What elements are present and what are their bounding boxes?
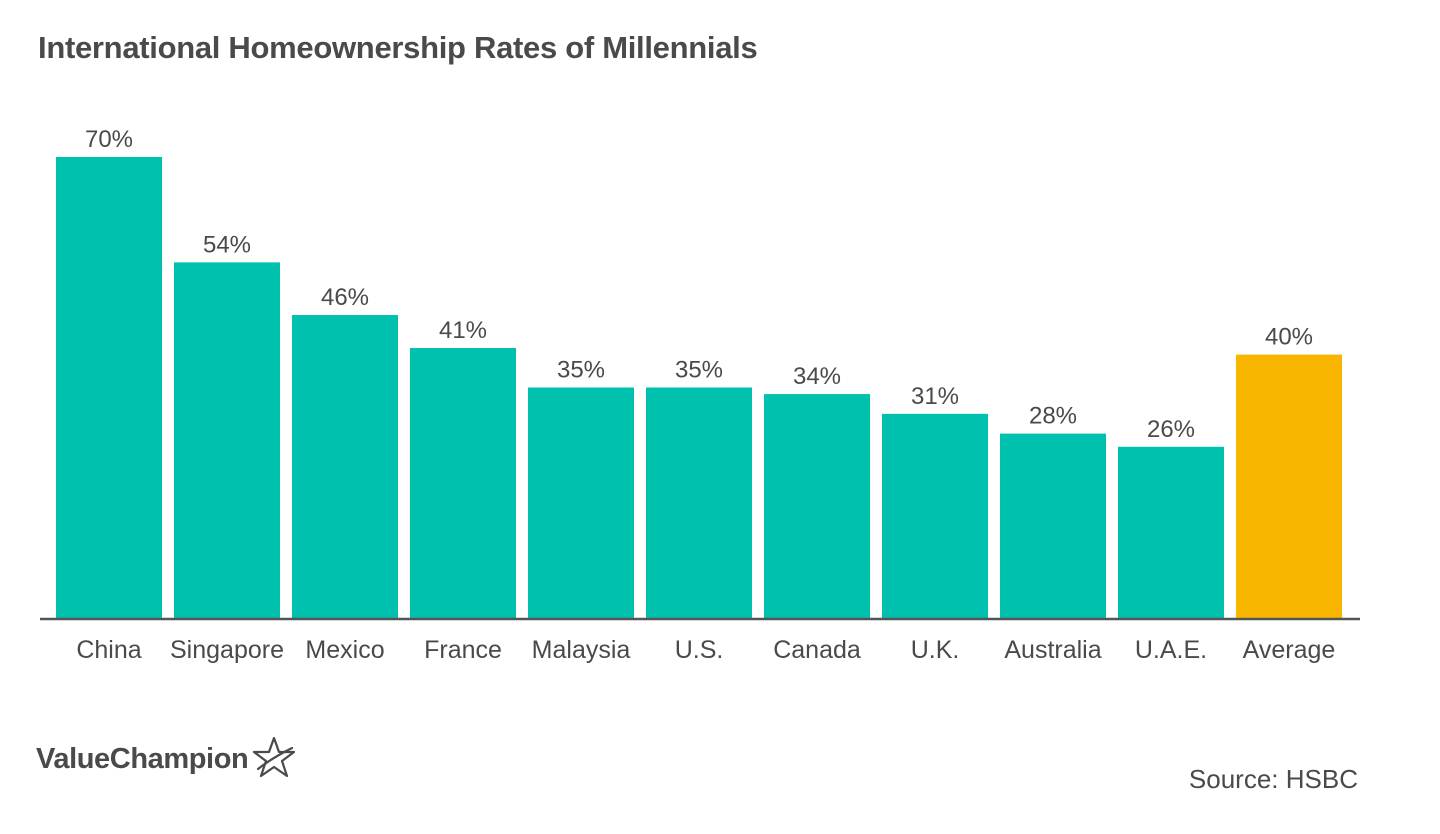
category-label: France xyxy=(424,636,502,664)
bar-singapore xyxy=(174,262,280,618)
category-label: China xyxy=(76,636,141,664)
bar-australia xyxy=(1000,433,1106,618)
data-label: 54% xyxy=(203,231,251,258)
category-label: Australia xyxy=(1004,636,1101,664)
brand-name: ValueChampion xyxy=(36,743,249,775)
data-label: 35% xyxy=(675,357,723,384)
chart-title: International Homeownership Rates of Mil… xyxy=(38,30,758,65)
source-note: Source: HSBC xyxy=(1188,764,1358,794)
category-label: Singapore xyxy=(170,636,284,664)
data-label: 40% xyxy=(1265,324,1313,351)
bar-u-s xyxy=(646,387,752,618)
category-label: U.K. xyxy=(911,636,960,664)
bar-mexico xyxy=(292,315,398,618)
data-label: 70% xyxy=(85,126,133,153)
category-label: Malaysia xyxy=(532,636,631,664)
bar-u-k xyxy=(882,413,988,618)
bar-malaysia xyxy=(528,387,634,618)
bar-u-a-e xyxy=(1118,446,1224,618)
data-label: 26% xyxy=(1147,416,1195,443)
brand-logo: ValueChampion xyxy=(36,736,296,783)
bar-france xyxy=(410,347,516,618)
data-label: 46% xyxy=(321,284,369,311)
category-label: U.A.E. xyxy=(1135,636,1207,664)
data-label: 28% xyxy=(1029,403,1077,430)
bar-china xyxy=(56,157,162,618)
category-label: U.S. xyxy=(675,636,724,664)
star-icon xyxy=(252,736,296,783)
data-label: 35% xyxy=(557,357,605,384)
data-label: 31% xyxy=(911,383,959,410)
category-label: Canada xyxy=(773,636,861,664)
bar-canada xyxy=(764,394,870,618)
category-label: Mexico xyxy=(305,636,384,664)
data-label: 41% xyxy=(439,317,487,344)
data-label: 34% xyxy=(793,363,841,390)
category-label: Average xyxy=(1243,636,1336,664)
bar-average xyxy=(1236,354,1342,618)
